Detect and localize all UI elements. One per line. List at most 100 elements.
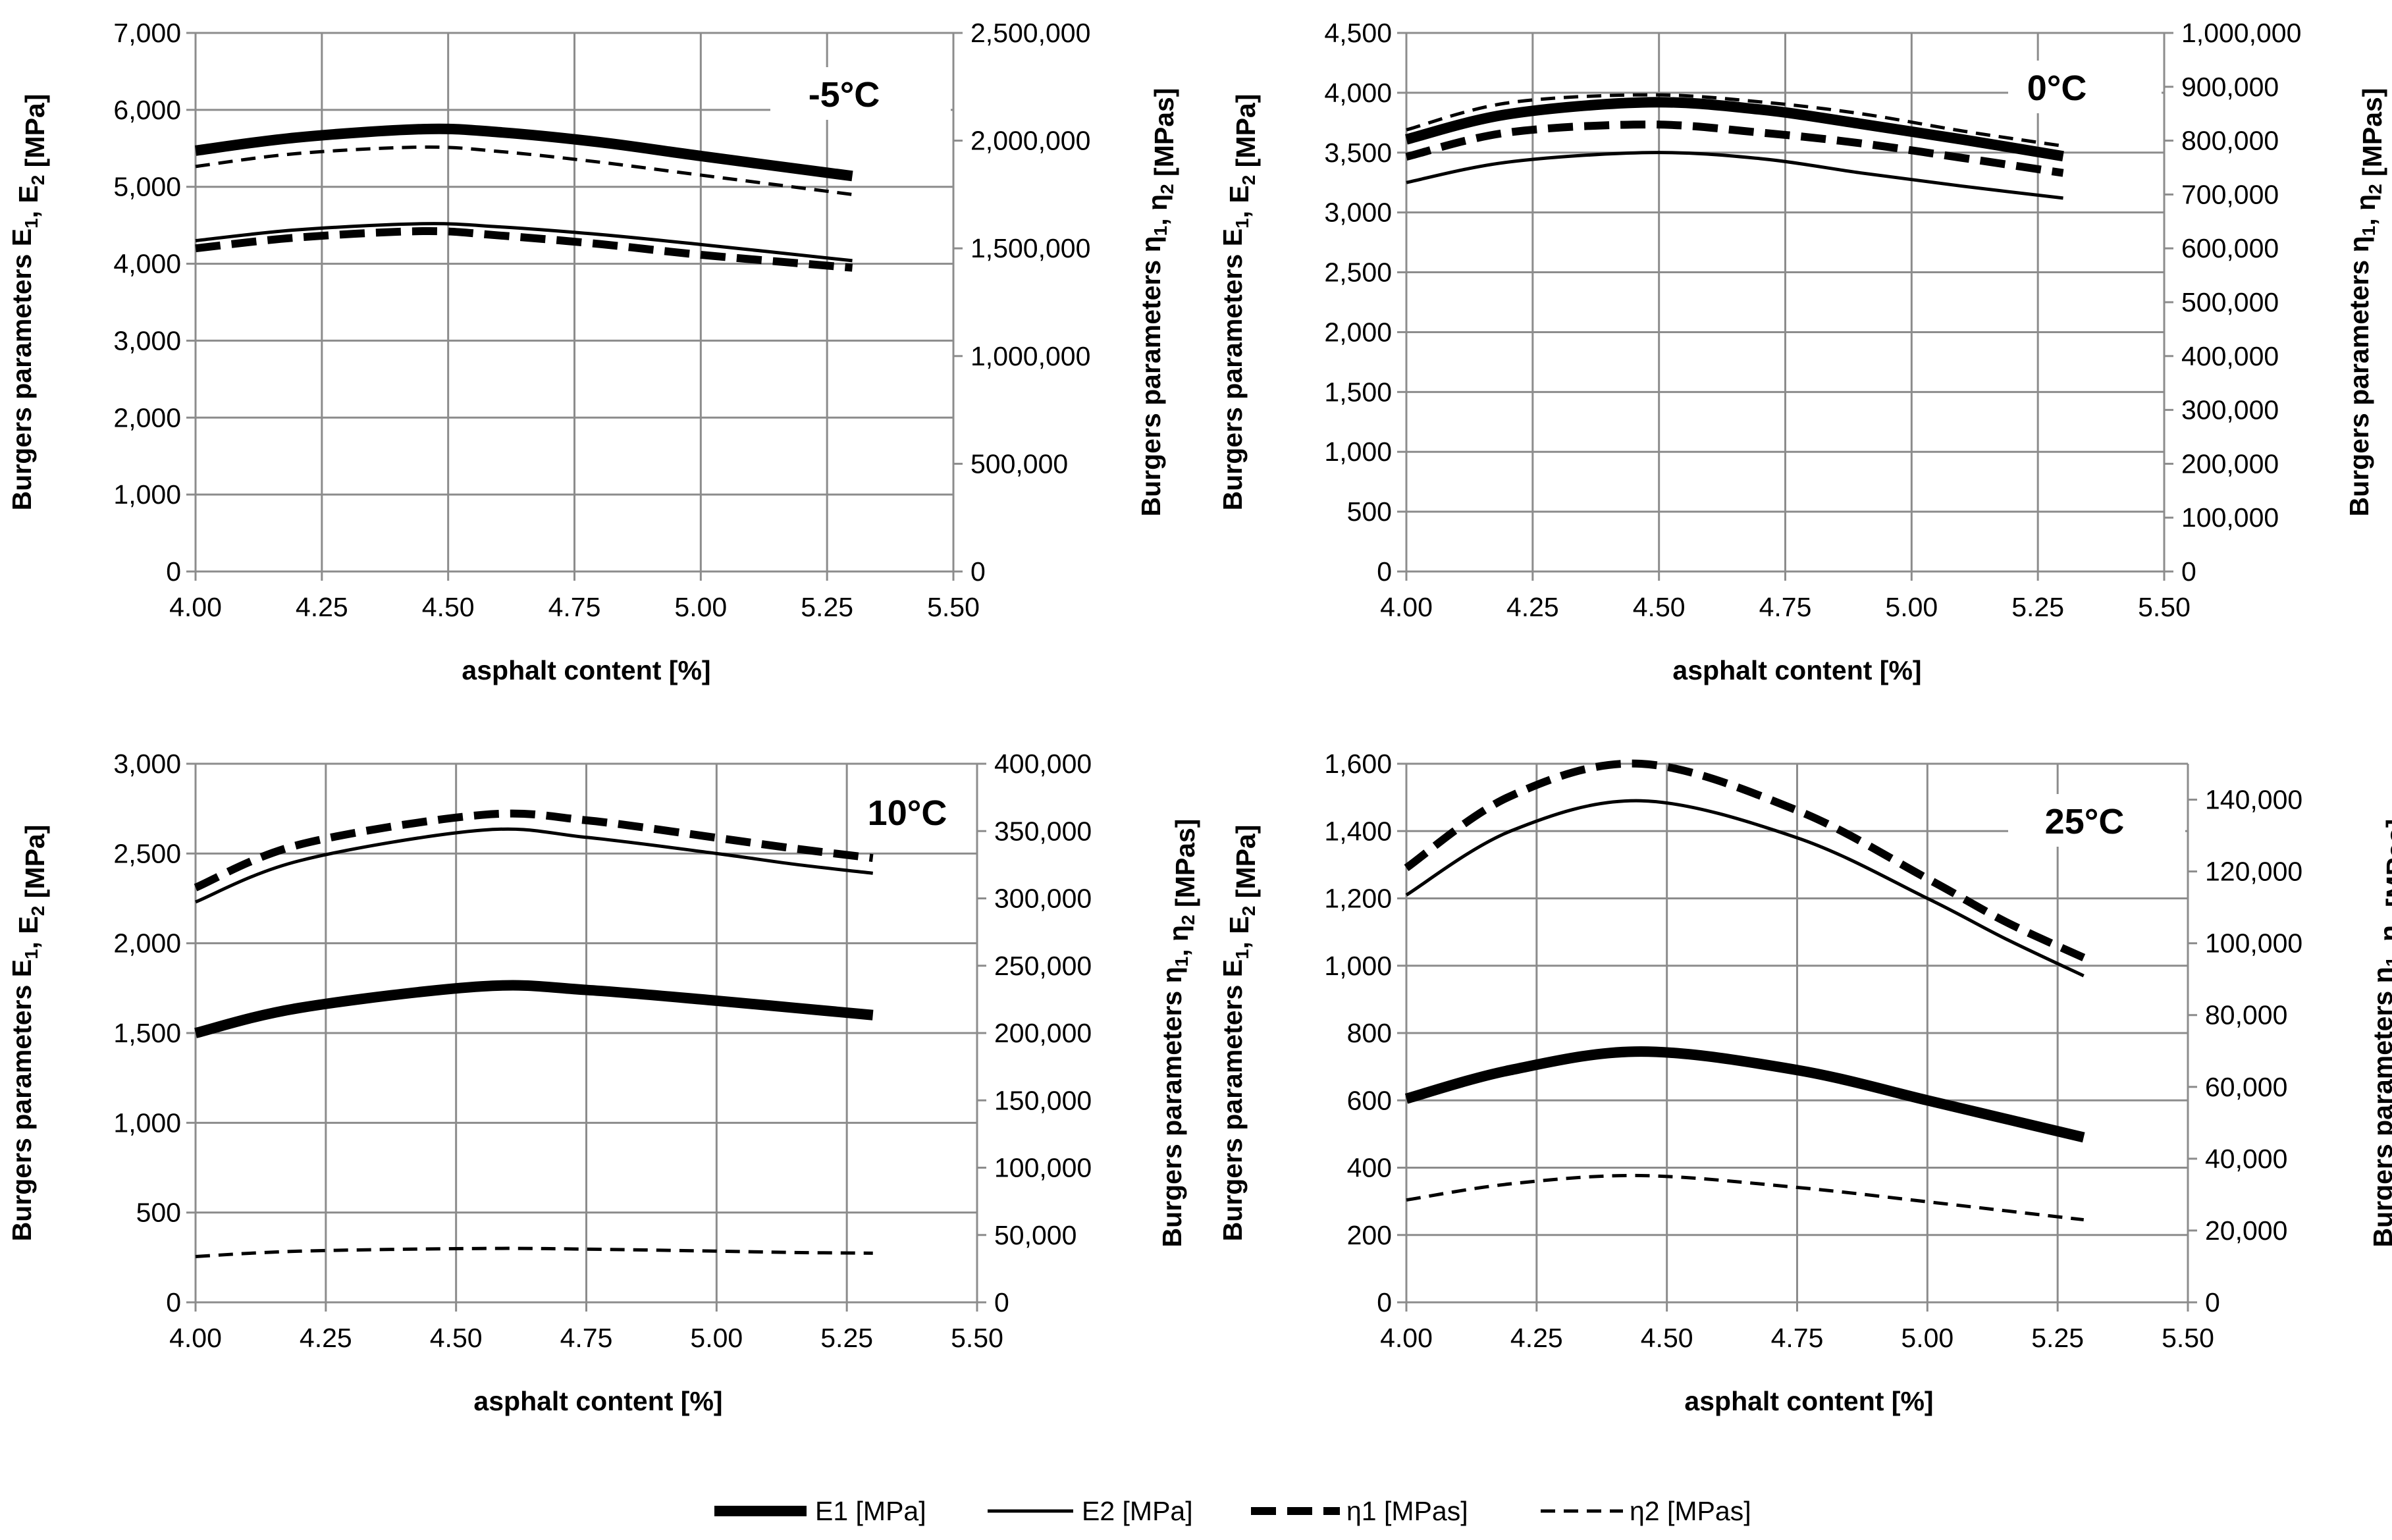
x-tick-label: 4.25 (300, 1323, 352, 1353)
x-tick-label: 5.00 (1885, 592, 1938, 622)
y-right-tick-label: 80,000 (2205, 1000, 2287, 1030)
y-left-tick-label: 3,000 (113, 325, 181, 356)
y-left-tick-label: 500 (136, 1198, 181, 1228)
legend-label-eta1: η1 [MPas] (1346, 1496, 1468, 1526)
x-tick-label: 5.25 (2031, 1323, 2084, 1353)
series-line-eta1 (1405, 120, 2064, 177)
y-left-tick-label: 0 (1377, 1287, 1392, 1317)
y-right-tick-label: 0 (994, 1287, 1009, 1317)
chart-panel: 0 200 400 600 800 1,000 1,200 1,400 1,600 4.00 4.2… (1217, 749, 2392, 1416)
x-axis-title: asphalt content [%] (473, 1386, 722, 1416)
y-right-tick-label: 200,000 (2181, 448, 2279, 479)
y-left-tick-label: 600 (1347, 1085, 1392, 1115)
y-left-tick-label: 1,500 (113, 1018, 181, 1048)
temperature-label-background (2008, 61, 2162, 113)
legend: E1 [MPa] E2 [MPa] η1 [MPas] η2 [MPas] (714, 1496, 1751, 1526)
x-tick-label: 5.25 (820, 1323, 873, 1353)
y-left-tick-label: 1,000 (113, 479, 181, 510)
legend-label-eta2: η2 [MPas] (1630, 1496, 1751, 1526)
y-left-tick-label: 1,000 (113, 1107, 181, 1138)
y-right-axis-title: Burgers parameters η1, η2 [MPas] (2344, 88, 2387, 517)
y-left-tick-label: 1,200 (1324, 884, 1392, 914)
series-line-eta1 (195, 226, 853, 272)
x-axis-title: asphalt content [%] (462, 655, 710, 685)
y-right-tick-label: 300,000 (2181, 395, 2279, 425)
y-right-tick-label: 200,000 (994, 1018, 1092, 1048)
y-right-tick-label: 150,000 (994, 1085, 1092, 1115)
x-tick-label: 4.75 (1771, 1323, 1824, 1353)
y-left-tick-label: 2,500 (1324, 257, 1392, 288)
y-right-tick-label: 500,000 (970, 448, 1068, 479)
temperature-label-background (856, 785, 974, 838)
y-left-tick-label: 3,000 (1324, 198, 1392, 228)
legend-label-E1: E1 [MPa] (815, 1496, 926, 1526)
legend-item-eta1: η1 [MPas] (1251, 1496, 1468, 1526)
y-left-tick-label: 1,000 (1324, 437, 1392, 467)
y-right-tick-label: 700,000 (2181, 179, 2279, 209)
chart-panel: 0 500 1,000 1,500 2,000 2,500 3,000 4.00 4.25 4.5… (7, 749, 1200, 1416)
y-right-tick-label: 20,000 (2205, 1215, 2287, 1246)
x-tick-label: 4.25 (1510, 1323, 1563, 1353)
y-right-tick-label: 0 (970, 556, 986, 587)
y-right-tick-label: 0 (2181, 556, 2196, 587)
y-left-tick-label: 4,000 (1324, 78, 1392, 108)
series-line-eta2 (195, 1246, 873, 1258)
y-right-tick-label: 2,000,000 (970, 126, 1090, 156)
y-right-tick-label: 100,000 (2205, 928, 2302, 959)
y-right-tick-label: 900,000 (2181, 72, 2279, 102)
x-tick-label: 4.75 (560, 1323, 613, 1353)
x-tick-label: 4.50 (1633, 592, 1686, 622)
y-right-tick-label: 500,000 (2181, 287, 2279, 317)
y-left-axis-title: Burgers parameters E1, E2 [MPa] (7, 94, 50, 511)
y-left-tick-label: 0 (166, 556, 181, 587)
y-left-tick-label: 200 (1347, 1220, 1392, 1250)
temperature-label-background (770, 67, 951, 120)
y-left-tick-label: 1,400 (1324, 816, 1392, 846)
y-right-tick-label: 0 (2205, 1287, 2220, 1317)
y-right-tick-label: 120,000 (2205, 857, 2302, 887)
y-right-tick-label: 50,000 (994, 1220, 1076, 1250)
y-right-axis-title: Burgers parameters η1, η2 [MPas] (2368, 819, 2392, 1248)
y-left-tick-label: 5,000 (113, 172, 181, 202)
series-line-eta1 (1404, 759, 2086, 961)
y-right-tick-label: 2,500,000 (970, 18, 1090, 48)
y-right-tick-label: 800,000 (2181, 126, 2279, 156)
y-left-axis-title: Burgers parameters E1, E2 [MPa] (7, 825, 50, 1242)
y-left-tick-label: 2,000 (1324, 317, 1392, 347)
x-tick-label: 5.00 (1901, 1323, 1953, 1353)
y-right-tick-label: 400,000 (2181, 341, 2279, 371)
y-left-tick-label: 1,600 (1324, 749, 1392, 779)
temperature-label: 10°C (868, 793, 947, 833)
y-right-tick-label: 1,000,000 (970, 341, 1090, 371)
series-line-eta2 (1406, 1173, 2085, 1222)
x-tick-label: 4.50 (430, 1323, 483, 1353)
x-tick-label: 4.25 (296, 592, 348, 622)
y-left-tick-label: 3,000 (113, 749, 181, 779)
x-tick-label: 4.00 (169, 592, 222, 622)
x-tick-label: 5.00 (674, 592, 727, 622)
y-left-tick-label: 2,500 (113, 838, 181, 868)
x-tick-label: 4.75 (548, 592, 601, 622)
y-right-tick-label: 60,000 (2205, 1072, 2287, 1102)
series-line-E2 (1405, 799, 2085, 978)
series-line-E1 (1404, 1046, 2085, 1143)
temperature-label-background (2008, 794, 2185, 847)
x-axis-title: asphalt content [%] (1672, 655, 1921, 685)
series-line-eta2 (1406, 93, 2063, 148)
x-tick-label: 5.25 (801, 592, 853, 622)
y-right-axis-title: Burgers parameters η1, η2 [MPas] (1136, 88, 1179, 517)
series-line-E2 (195, 827, 874, 904)
legend-item-E1: E1 [MPa] (714, 1496, 926, 1526)
x-tick-label: 5.50 (2138, 592, 2191, 622)
series-line-E1 (194, 123, 853, 182)
chart-panel: 0 1,000 2,000 3,000 4,000 5,000 6,000 7,000 4.00… (7, 18, 1179, 685)
y-right-tick-label: 1,500,000 (970, 233, 1090, 263)
series-line-eta2 (195, 145, 853, 196)
y-right-tick-label: 140,000 (2205, 785, 2302, 815)
temperature-label: -5°C (809, 75, 880, 115)
legend-label-E2: E2 [MPa] (1082, 1496, 1193, 1526)
x-tick-label: 4.25 (1506, 592, 1559, 622)
temperature-label: 25°C (2045, 802, 2125, 841)
y-left-tick-label: 0 (1377, 556, 1392, 587)
